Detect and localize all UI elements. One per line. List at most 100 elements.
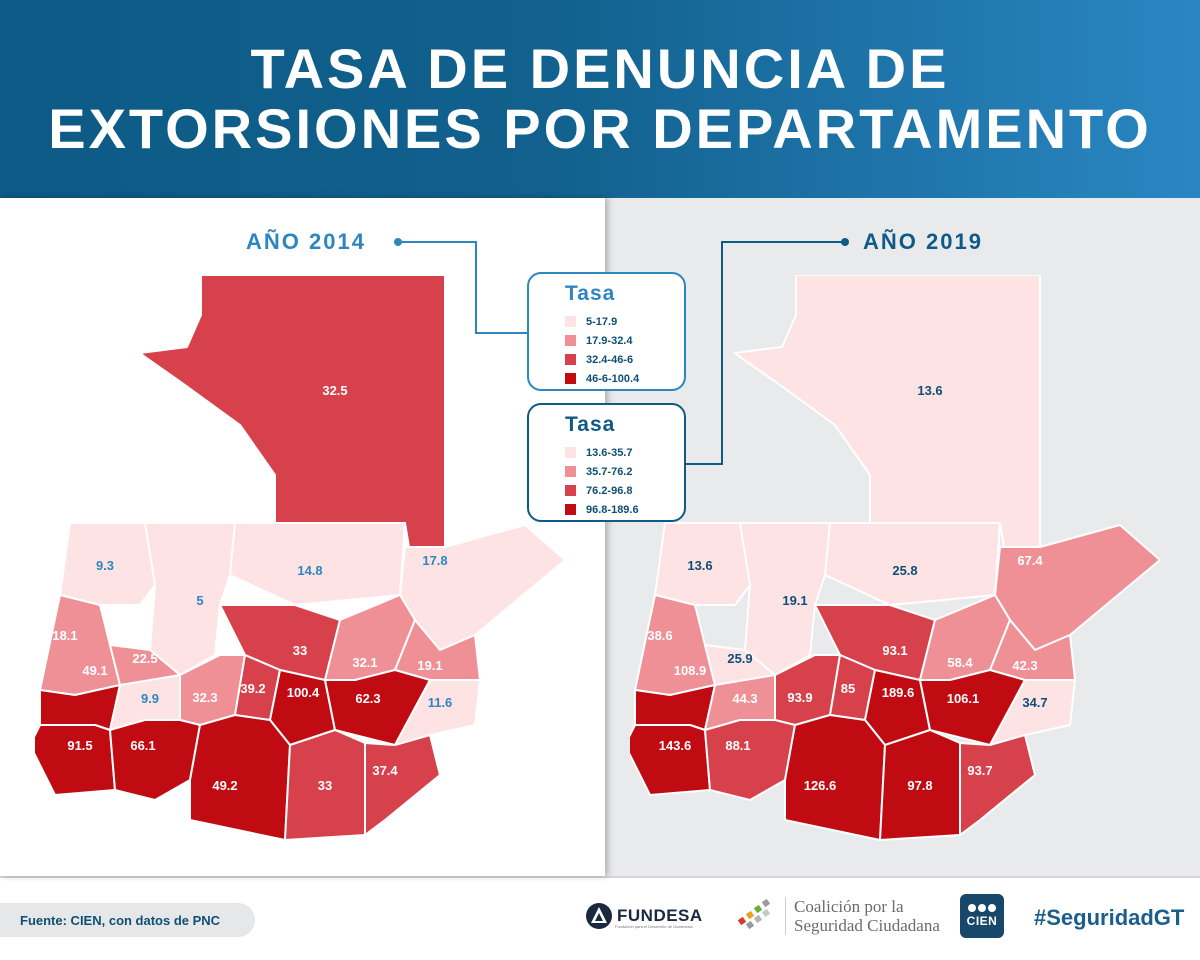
department-region [959, 734, 1036, 836]
department-rate-label: 32.5 [322, 383, 347, 398]
department-rate-label: 19.1 [417, 658, 442, 673]
department-region [630, 724, 711, 796]
department-rate-label: 33 [318, 778, 332, 793]
legend-item: 35.7-76.2 [565, 462, 684, 481]
connector-line-2019 [686, 241, 845, 465]
department-region [734, 275, 1041, 548]
source-note: Fuente: CIEN, con datos de PNC [0, 903, 255, 937]
department-region [364, 734, 441, 836]
department-rate-label: 37.4 [372, 763, 398, 778]
department-rate-label: 9.3 [96, 558, 114, 573]
fundesa-subtitle: Fundación para el Desarrollo de Guatemal… [615, 924, 693, 929]
legend-swatch [565, 447, 576, 458]
legend-swatch [565, 354, 576, 365]
legend-title-2019: Tasa [565, 413, 616, 436]
cien-dots-icon [968, 904, 996, 912]
coalicion-line-2: Seguridad Ciudadana [794, 916, 940, 935]
map-2014: 32.5 9.3 5 14.8 17.8 18.1 22.5 49.1 33 32.1 19.1 9.… [35, 275, 566, 841]
legend-item: 17.9-32.4 [565, 331, 684, 350]
legend-swatch [565, 316, 576, 327]
department-region [394, 679, 481, 746]
coalicion-emblem-icon [737, 898, 771, 930]
department-rate-label: 49.1 [82, 663, 107, 678]
department-rate-label: 126.6 [804, 778, 837, 793]
fundesa-emblem-icon [586, 903, 612, 929]
department-rate-label: 91.5 [67, 738, 92, 753]
department-region [229, 522, 406, 606]
department-rate-label: 44.3 [732, 691, 757, 706]
hashtag: #SeguridadGT [1034, 905, 1185, 930]
department-rate-label: 32.1 [352, 655, 377, 670]
title-line-2: EXTORSIONES POR DEPARTAMENTO [48, 97, 1152, 160]
department-region [139, 275, 446, 548]
legend-swatch [565, 335, 576, 346]
coalicion-logo: Coalición por la Seguridad Ciudadana [735, 894, 940, 938]
legend-item: 13.6-35.7 [565, 443, 684, 462]
department-rate-label: 108.9 [674, 663, 707, 678]
legend-swatch [565, 466, 576, 477]
department-rate-label: 106.1 [947, 691, 980, 706]
department-rate-label: 42.3 [1012, 658, 1037, 673]
department-rate-label: 39.2 [240, 681, 265, 696]
department-region [704, 719, 796, 801]
connector-line-2014 [398, 241, 527, 334]
fundesa-name: FUNDESA [617, 906, 703, 925]
legend-swatch [565, 485, 576, 496]
legend-label: 17.9-32.4 [586, 334, 633, 347]
source-text: Fuente: CIEN, con datos de PNC [20, 912, 221, 928]
legend-label: 5-17.9 [586, 315, 618, 328]
department-rate-label: 22.5 [132, 651, 157, 666]
department-region [989, 679, 1076, 746]
map-2019: 13.6 13.6 19.1 25.8 67.4 38.6 25.9 108.9 93.1 58.… [630, 275, 1161, 841]
department-rate-label: 38.6 [647, 628, 672, 643]
department-rate-label: 14.8 [297, 563, 322, 578]
department-rate-label: 93.9 [787, 690, 812, 705]
department-rate-label: 189.6 [882, 685, 915, 700]
legend-label: 35.7-76.2 [586, 465, 633, 478]
legend-label: 46-6-100.4 [586, 372, 640, 385]
fundesa-logo: FUNDESA Fundación para el Desarrollo de … [585, 902, 703, 930]
department-rate-label: 5 [196, 593, 203, 608]
legend-label: 32.4-46-6 [586, 353, 634, 366]
department-region [634, 594, 716, 696]
department-region [144, 522, 236, 676]
department-rate-label: 58.4 [947, 655, 973, 670]
department-rate-label: 33 [293, 643, 307, 658]
department-rate-label: 49.2 [212, 778, 237, 793]
legend-label: 76.2-96.8 [586, 484, 633, 497]
department-rate-label: 93.1 [882, 643, 907, 658]
department-region [824, 522, 1001, 606]
footer-divider [0, 876, 1200, 878]
legend-swatch [565, 373, 576, 384]
legend-item: 46-6-100.4 [565, 369, 684, 388]
department-rate-label: 13.6 [687, 558, 712, 573]
legend-swatch [565, 504, 576, 515]
legend-item: 32.4-46-6 [565, 350, 684, 369]
department-rate-label: 93.7 [967, 763, 992, 778]
department-rate-label: 62.3 [355, 691, 380, 706]
department-rate-label: 11.6 [428, 695, 453, 710]
department-rate-label: 88.1 [725, 738, 750, 753]
department-rate-label: 85 [841, 681, 855, 696]
coalicion-line-1: Coalición por la [794, 897, 904, 916]
department-rate-label: 143.6 [659, 738, 692, 753]
legend-label: 96.8-189.6 [586, 503, 639, 516]
year-label-2019: AÑO 2019 [863, 229, 983, 254]
title-line-1: TASA DE DENUNCIA DE [250, 37, 950, 100]
department-rate-label: 32.3 [192, 690, 217, 705]
department-rate-label: 66.1 [130, 738, 155, 753]
department-region [39, 594, 121, 696]
header-banner: TASA DE DENUNCIA DE EXTORSIONES POR DEPA… [0, 0, 1200, 198]
department-region [109, 719, 201, 801]
department-rate-label: 25.9 [727, 651, 752, 666]
legend-item: 96.8-189.6 [565, 500, 684, 519]
cien-logo: CIEN [960, 894, 1004, 938]
coalicion-text: Coalición por la Seguridad Ciudadana [785, 897, 940, 935]
legend-label: 13.6-35.7 [586, 446, 633, 459]
department-rate-label: 97.8 [907, 778, 932, 793]
cien-label: CIEN [966, 914, 998, 928]
department-rate-label: 17.8 [422, 553, 447, 568]
department-rate-label: 67.4 [1017, 553, 1043, 568]
department-rate-label: 13.6 [917, 383, 942, 398]
